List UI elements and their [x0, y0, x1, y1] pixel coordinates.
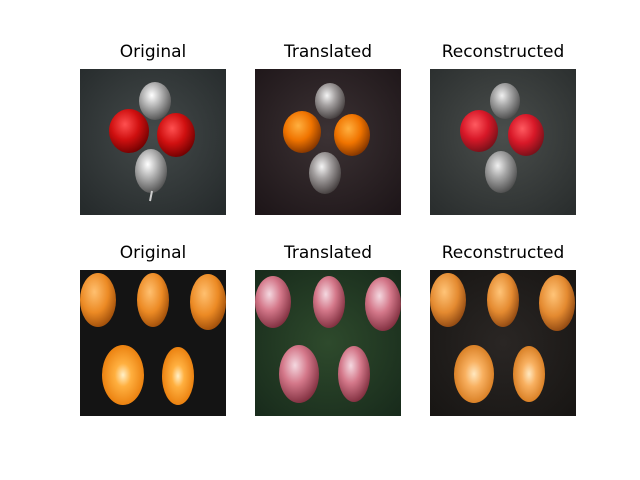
- panel-row1-reconstructed: Reconstructed: [430, 42, 576, 215]
- panel-title: Original: [119, 243, 187, 263]
- image-silver-pears-red-apples: [80, 69, 226, 215]
- panel-row2-translated: Translated: [255, 243, 401, 416]
- panel-title: Reconstructed: [441, 243, 565, 263]
- image-oranges-reconstructed: [430, 270, 576, 416]
- image-apples-on-green: [255, 270, 401, 416]
- panel-row1-original: Original: [80, 42, 226, 215]
- panel-title: Reconstructed: [441, 42, 565, 62]
- panel-title: Translated: [284, 42, 372, 62]
- panel-row2-original: Original: [80, 243, 226, 416]
- panel-title: Original: [119, 42, 187, 62]
- image-oranges-on-black: [80, 270, 226, 416]
- panel-title: Translated: [284, 243, 372, 263]
- image-silver-pears-orange-fruits: [255, 69, 401, 215]
- image-silver-pears-red-apples-reconstructed: [430, 69, 576, 215]
- panel-row2-reconstructed: Reconstructed: [430, 243, 576, 416]
- panel-row1-translated: Translated: [255, 42, 401, 215]
